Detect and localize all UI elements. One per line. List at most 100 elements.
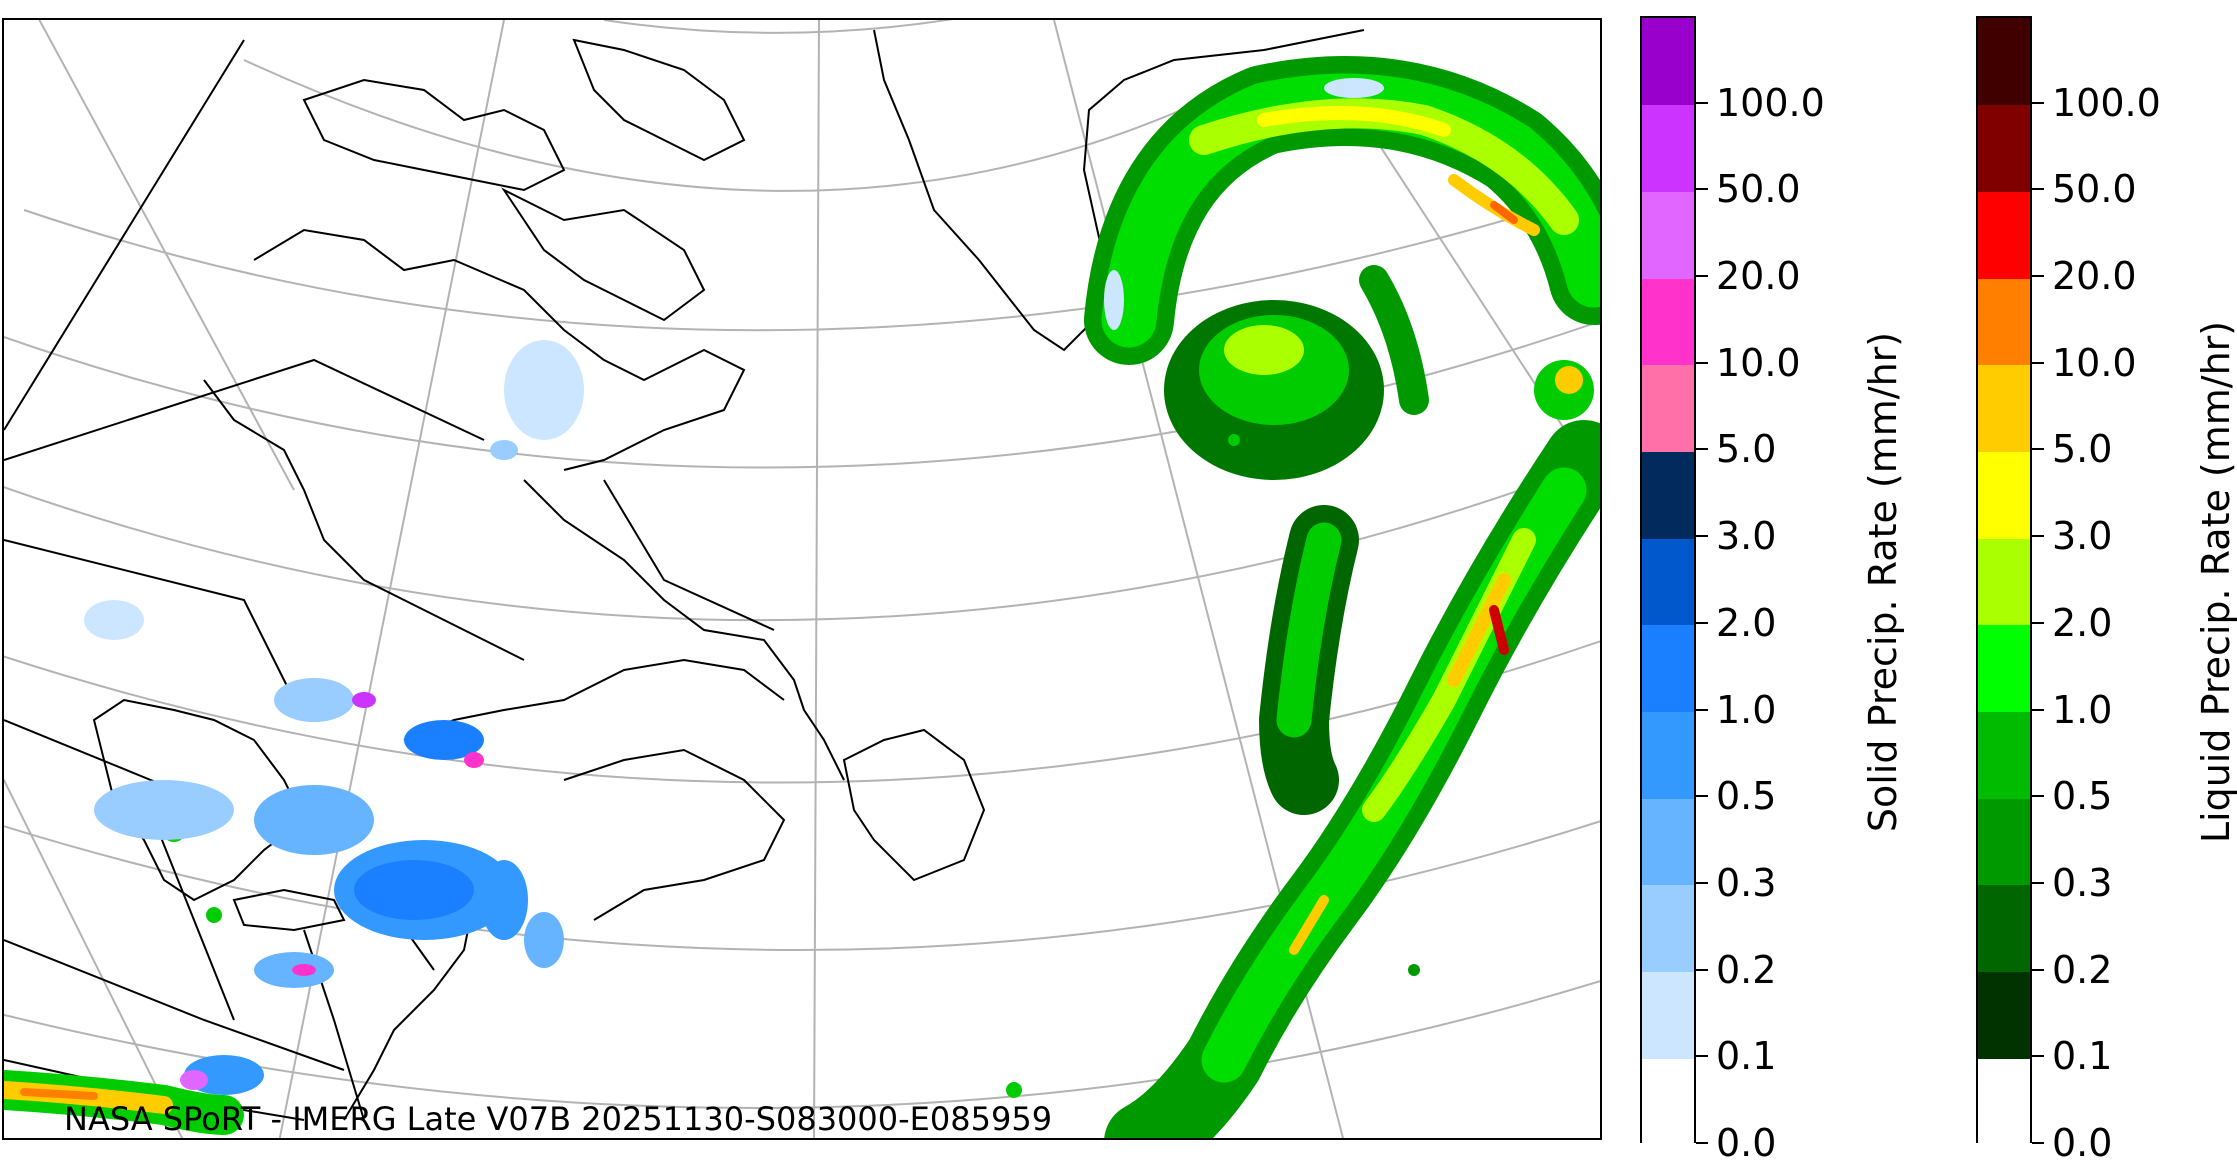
province-border: [153, 819, 235, 1021]
colorbar-segment: [1978, 884, 2030, 973]
colorbar-tick-label: 50.0: [2052, 167, 2137, 212]
colorbar-segment: [1642, 364, 1694, 452]
colorbar-tick-mark: [1696, 795, 1708, 798]
arctic-islands: [302, 78, 566, 192]
province-border: [4, 358, 485, 461]
colorbar-segment: [1642, 971, 1694, 1059]
colorbar-segment: [1642, 884, 1694, 973]
map-canvas: [4, 20, 1600, 1138]
colorbar-segment: [1978, 711, 2030, 799]
baffin-coast: [253, 228, 746, 471]
colorbar-tick-label: 2.0: [1716, 600, 1777, 645]
colorbar-tick-mark: [1696, 535, 1708, 538]
colorbar-tick-mark: [2032, 361, 2044, 364]
colorbar-tick-mark: [1696, 188, 1708, 191]
colorbar-tick-mark: [2032, 968, 2044, 971]
latitude-line: [23, 190, 1600, 332]
colorbar-segment: [1978, 971, 2030, 1059]
map-credit: NASA SPoRT - IMERG Late V07B 20251130-S0…: [64, 1100, 1053, 1138]
colorbar-tick-label: 2.0: [2052, 600, 2113, 645]
colorbar-tick-label: 10.0: [1716, 340, 1801, 385]
heavy-rain-core: [1489, 605, 1509, 655]
colorbar-tick-label: 100.0: [1716, 80, 1825, 125]
colorbar-tick-mark: [1696, 621, 1708, 624]
maritimes-coast: [563, 748, 786, 921]
colorbar-segment: [1978, 278, 2030, 366]
colorbar-tick-mark: [1696, 361, 1708, 364]
ellesmere-coast: [572, 38, 746, 162]
longitude-line: [4, 777, 184, 1138]
colorbar-tick-mark: [1696, 881, 1708, 884]
colorbar-segment: [1642, 191, 1694, 279]
colorbar-tick-mark: [1696, 1142, 1708, 1144]
colorbar-segment: [1642, 278, 1694, 366]
colorbar-segment: [1978, 104, 2030, 192]
colorbar-tick-mark: [2032, 188, 2044, 191]
colorbar-tick-mark: [2032, 448, 2044, 451]
solid-precipitation: [84, 78, 1384, 1095]
newfoundland-coast: [842, 728, 986, 882]
colorbar-tick-mark: [1696, 101, 1708, 104]
quebec-coast: [403, 658, 785, 741]
colorbar-tick-label: 0.0: [2052, 1121, 2113, 1165]
liquid-colorbar: [1976, 16, 2032, 1146]
hudson-bay-coast: [203, 379, 525, 661]
colorbar-tick-mark: [2032, 101, 2044, 104]
colorbar-tick-label: 20.0: [1716, 254, 1801, 299]
colorbar-tick-mark: [2032, 881, 2044, 884]
colorbar-tick-mark: [2032, 1055, 2044, 1058]
colorbar-tick-mark: [1696, 275, 1708, 278]
province-border: [4, 939, 345, 1071]
colorbar-tick-label: 0.3: [2052, 860, 2113, 905]
colorbar-tick-label: 1.0: [2052, 687, 2113, 732]
province-border: [603, 479, 775, 631]
colorbar-tick-mark: [2032, 795, 2044, 798]
longitude-line: [813, 20, 820, 1138]
province-border: [4, 539, 305, 721]
colorbar-segment: [1978, 451, 2030, 539]
colorbar-tick-mark: [2032, 1142, 2044, 1144]
lake-erie: [232, 888, 346, 932]
colorbar-segment: [1978, 191, 2030, 279]
us-east-coast: [343, 899, 475, 1121]
colorbar-tick-label: 0.5: [2052, 774, 2113, 819]
colorbar-segment: [1978, 624, 2030, 713]
labrador-coast: [523, 479, 845, 781]
colorbar-tick-mark: [2032, 621, 2044, 624]
colorbar-tick-label: 0.0: [1716, 1121, 1777, 1165]
colorbar-segment: [1642, 451, 1694, 539]
colorbar-tick-label: 5.0: [2052, 427, 2113, 472]
colorbar-tick-mark: [2032, 535, 2044, 538]
colorbar-tick-label: 1.0: [1716, 687, 1777, 732]
precipitation-map: NASA SPoRT - IMERG Late V07B 20251130-S0…: [2, 18, 1602, 1140]
colorbar-tick-label: 20.0: [2052, 254, 2137, 299]
latitude-line: [243, 59, 1205, 192]
colorbar-tick-label: 0.3: [1716, 860, 1777, 905]
colorbar-segment: [1978, 1058, 2030, 1146]
latitude-line: [4, 460, 1600, 622]
colorbar-segment: [1642, 624, 1694, 713]
arctic-islands-2: [501, 187, 706, 322]
colorbar-tick-mark: [1696, 1055, 1708, 1058]
colorbar-segment: [1642, 104, 1694, 192]
coastlines: [4, 29, 1365, 1121]
colorbar-tick-label: 10.0: [2052, 340, 2137, 385]
colorbar-segment: [1978, 538, 2030, 626]
colorbar-segment: [1642, 711, 1694, 799]
colorbar-tick-mark: [2032, 275, 2044, 278]
colorbar-segment: [1642, 1058, 1694, 1146]
colorbar-tick-mark: [1696, 448, 1708, 451]
colorbar-tick-label: 0.5: [1716, 774, 1777, 819]
colorbar-segment: [1642, 538, 1694, 626]
colorbar-tick-label: 100.0: [2052, 80, 2161, 125]
longitude-line: [38, 20, 295, 491]
liquid-precipitation: [4, 56, 1600, 1138]
colorbar-segment: [1978, 18, 2030, 106]
province-border: [4, 39, 245, 431]
solid-colorbar-title: Solid Precip. Rate (mm/hr): [1861, 331, 1906, 833]
colorbar-segment: [1642, 798, 1694, 886]
colorbar-tick-label: 50.0: [1716, 167, 1801, 212]
colorbar-tick-label: 0.2: [2052, 947, 2113, 992]
latitude-line: [603, 20, 954, 34]
solid-colorbar: [1640, 16, 1696, 1146]
